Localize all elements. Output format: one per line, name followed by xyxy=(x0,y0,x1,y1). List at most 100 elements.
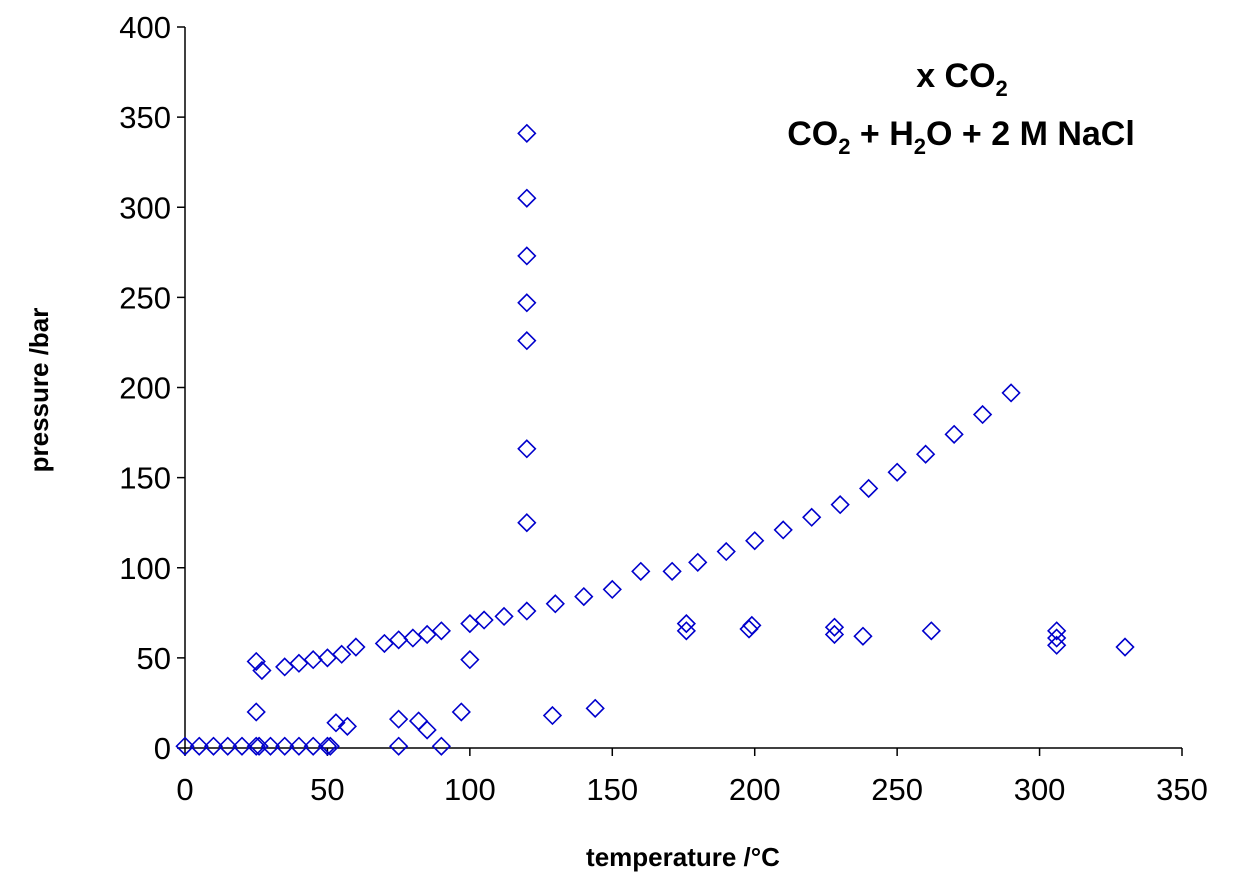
data-point xyxy=(972,404,993,425)
data-point xyxy=(275,657,295,677)
data-point xyxy=(517,123,537,143)
data-point xyxy=(246,702,266,722)
data-point xyxy=(887,462,907,482)
data-point xyxy=(517,293,537,313)
x-tick-label: 0 xyxy=(176,772,193,807)
plot-area: 0 50 100 150 200 250 300 350 0 50 100 150 200 250 300… xyxy=(119,10,1208,807)
x-tick-label: 200 xyxy=(729,772,781,807)
data-point xyxy=(417,720,437,740)
data-point xyxy=(389,736,409,756)
data-point xyxy=(303,736,323,756)
data-point xyxy=(745,531,765,551)
data-point xyxy=(915,444,936,464)
annotation-line-1: x CO2 xyxy=(916,57,1008,101)
y-axis-ticks: 0 50 100 150 200 250 300 350 400 xyxy=(119,10,185,766)
data-point xyxy=(716,541,736,562)
data-point xyxy=(289,653,309,673)
data-point xyxy=(830,495,850,515)
data-point xyxy=(337,716,357,737)
data-point xyxy=(460,650,480,670)
data-point xyxy=(859,478,879,499)
annotation-line-1-sub: 2 xyxy=(996,76,1008,101)
data-point xyxy=(574,586,594,607)
data-point xyxy=(944,424,964,444)
data-point xyxy=(320,736,340,756)
data-point xyxy=(802,507,822,527)
data-point xyxy=(585,698,605,718)
data-point xyxy=(1001,383,1021,403)
data-point xyxy=(203,736,224,756)
data-point xyxy=(676,621,696,641)
data-point xyxy=(517,331,537,351)
data-point xyxy=(517,246,537,266)
data-point xyxy=(303,650,323,670)
data-point xyxy=(853,626,873,646)
x-tick-label: 350 xyxy=(1156,772,1208,807)
data-point xyxy=(460,613,480,634)
data-point xyxy=(824,624,845,645)
data-point xyxy=(317,648,338,668)
y-tick-label: 0 xyxy=(154,731,171,766)
data-point xyxy=(189,736,209,756)
data-point xyxy=(451,702,471,722)
y-axis-title: pressure /bar xyxy=(24,308,54,473)
x-axis-ticks: 0 50 100 150 200 250 300 350 xyxy=(176,748,1208,807)
data-point xyxy=(1115,637,1135,657)
data-point xyxy=(417,624,437,645)
data-point xyxy=(346,637,366,657)
data-point xyxy=(389,709,409,729)
data-point xyxy=(275,736,295,756)
x-tick-label: 250 xyxy=(871,772,923,807)
data-point xyxy=(517,188,537,208)
y-tick-label: 150 xyxy=(119,461,171,496)
data-point xyxy=(260,736,281,756)
data-point xyxy=(602,579,622,600)
annotation-line-2: CO2 + H2O + 2 M NaCl xyxy=(787,115,1135,159)
data-point xyxy=(332,644,352,664)
x-tick-label: 50 xyxy=(310,772,344,807)
data-point xyxy=(374,633,395,654)
data-point xyxy=(676,613,696,634)
y-tick-label: 400 xyxy=(119,10,171,45)
data-point xyxy=(494,606,514,627)
y-tick-label: 200 xyxy=(119,371,171,406)
data-point xyxy=(175,736,195,756)
data-point xyxy=(517,513,537,533)
y-tick-label: 350 xyxy=(119,100,171,135)
data-point xyxy=(545,594,565,614)
y-tick-label: 300 xyxy=(119,190,171,225)
data-point xyxy=(431,621,452,641)
data-point xyxy=(408,711,429,731)
annotation-line-1-prefix: x CO xyxy=(916,57,995,95)
data-point xyxy=(631,561,651,581)
data-point xyxy=(246,736,266,756)
data-point xyxy=(252,660,272,681)
data-point xyxy=(742,615,762,636)
data-point xyxy=(389,630,409,650)
x-axis-title: temperature /°C xyxy=(586,842,780,872)
data-point xyxy=(921,621,941,641)
data-point xyxy=(688,552,708,572)
data-point xyxy=(326,713,346,733)
annotation-line-2-sub2: 2 xyxy=(914,134,926,159)
data-point xyxy=(662,561,682,581)
annotation-line-2-part3: O + 2 M NaCl xyxy=(926,115,1135,153)
y-tick-label: 50 xyxy=(137,641,171,676)
data-point xyxy=(1047,621,1067,641)
data-point xyxy=(773,520,793,540)
data-point xyxy=(1047,635,1067,655)
x-tick-label: 150 xyxy=(586,772,638,807)
data-point xyxy=(246,651,266,672)
data-point xyxy=(474,610,494,630)
data-point xyxy=(542,705,563,726)
y-tick-label: 100 xyxy=(119,551,171,586)
data-point xyxy=(403,628,423,648)
data-point xyxy=(218,736,238,756)
data-point xyxy=(232,736,252,756)
y-tick-label: 250 xyxy=(119,280,171,315)
annotation-line-2-part2: + H xyxy=(850,115,913,153)
data-point xyxy=(739,619,759,639)
data-point xyxy=(317,736,338,756)
data-point xyxy=(824,617,845,637)
